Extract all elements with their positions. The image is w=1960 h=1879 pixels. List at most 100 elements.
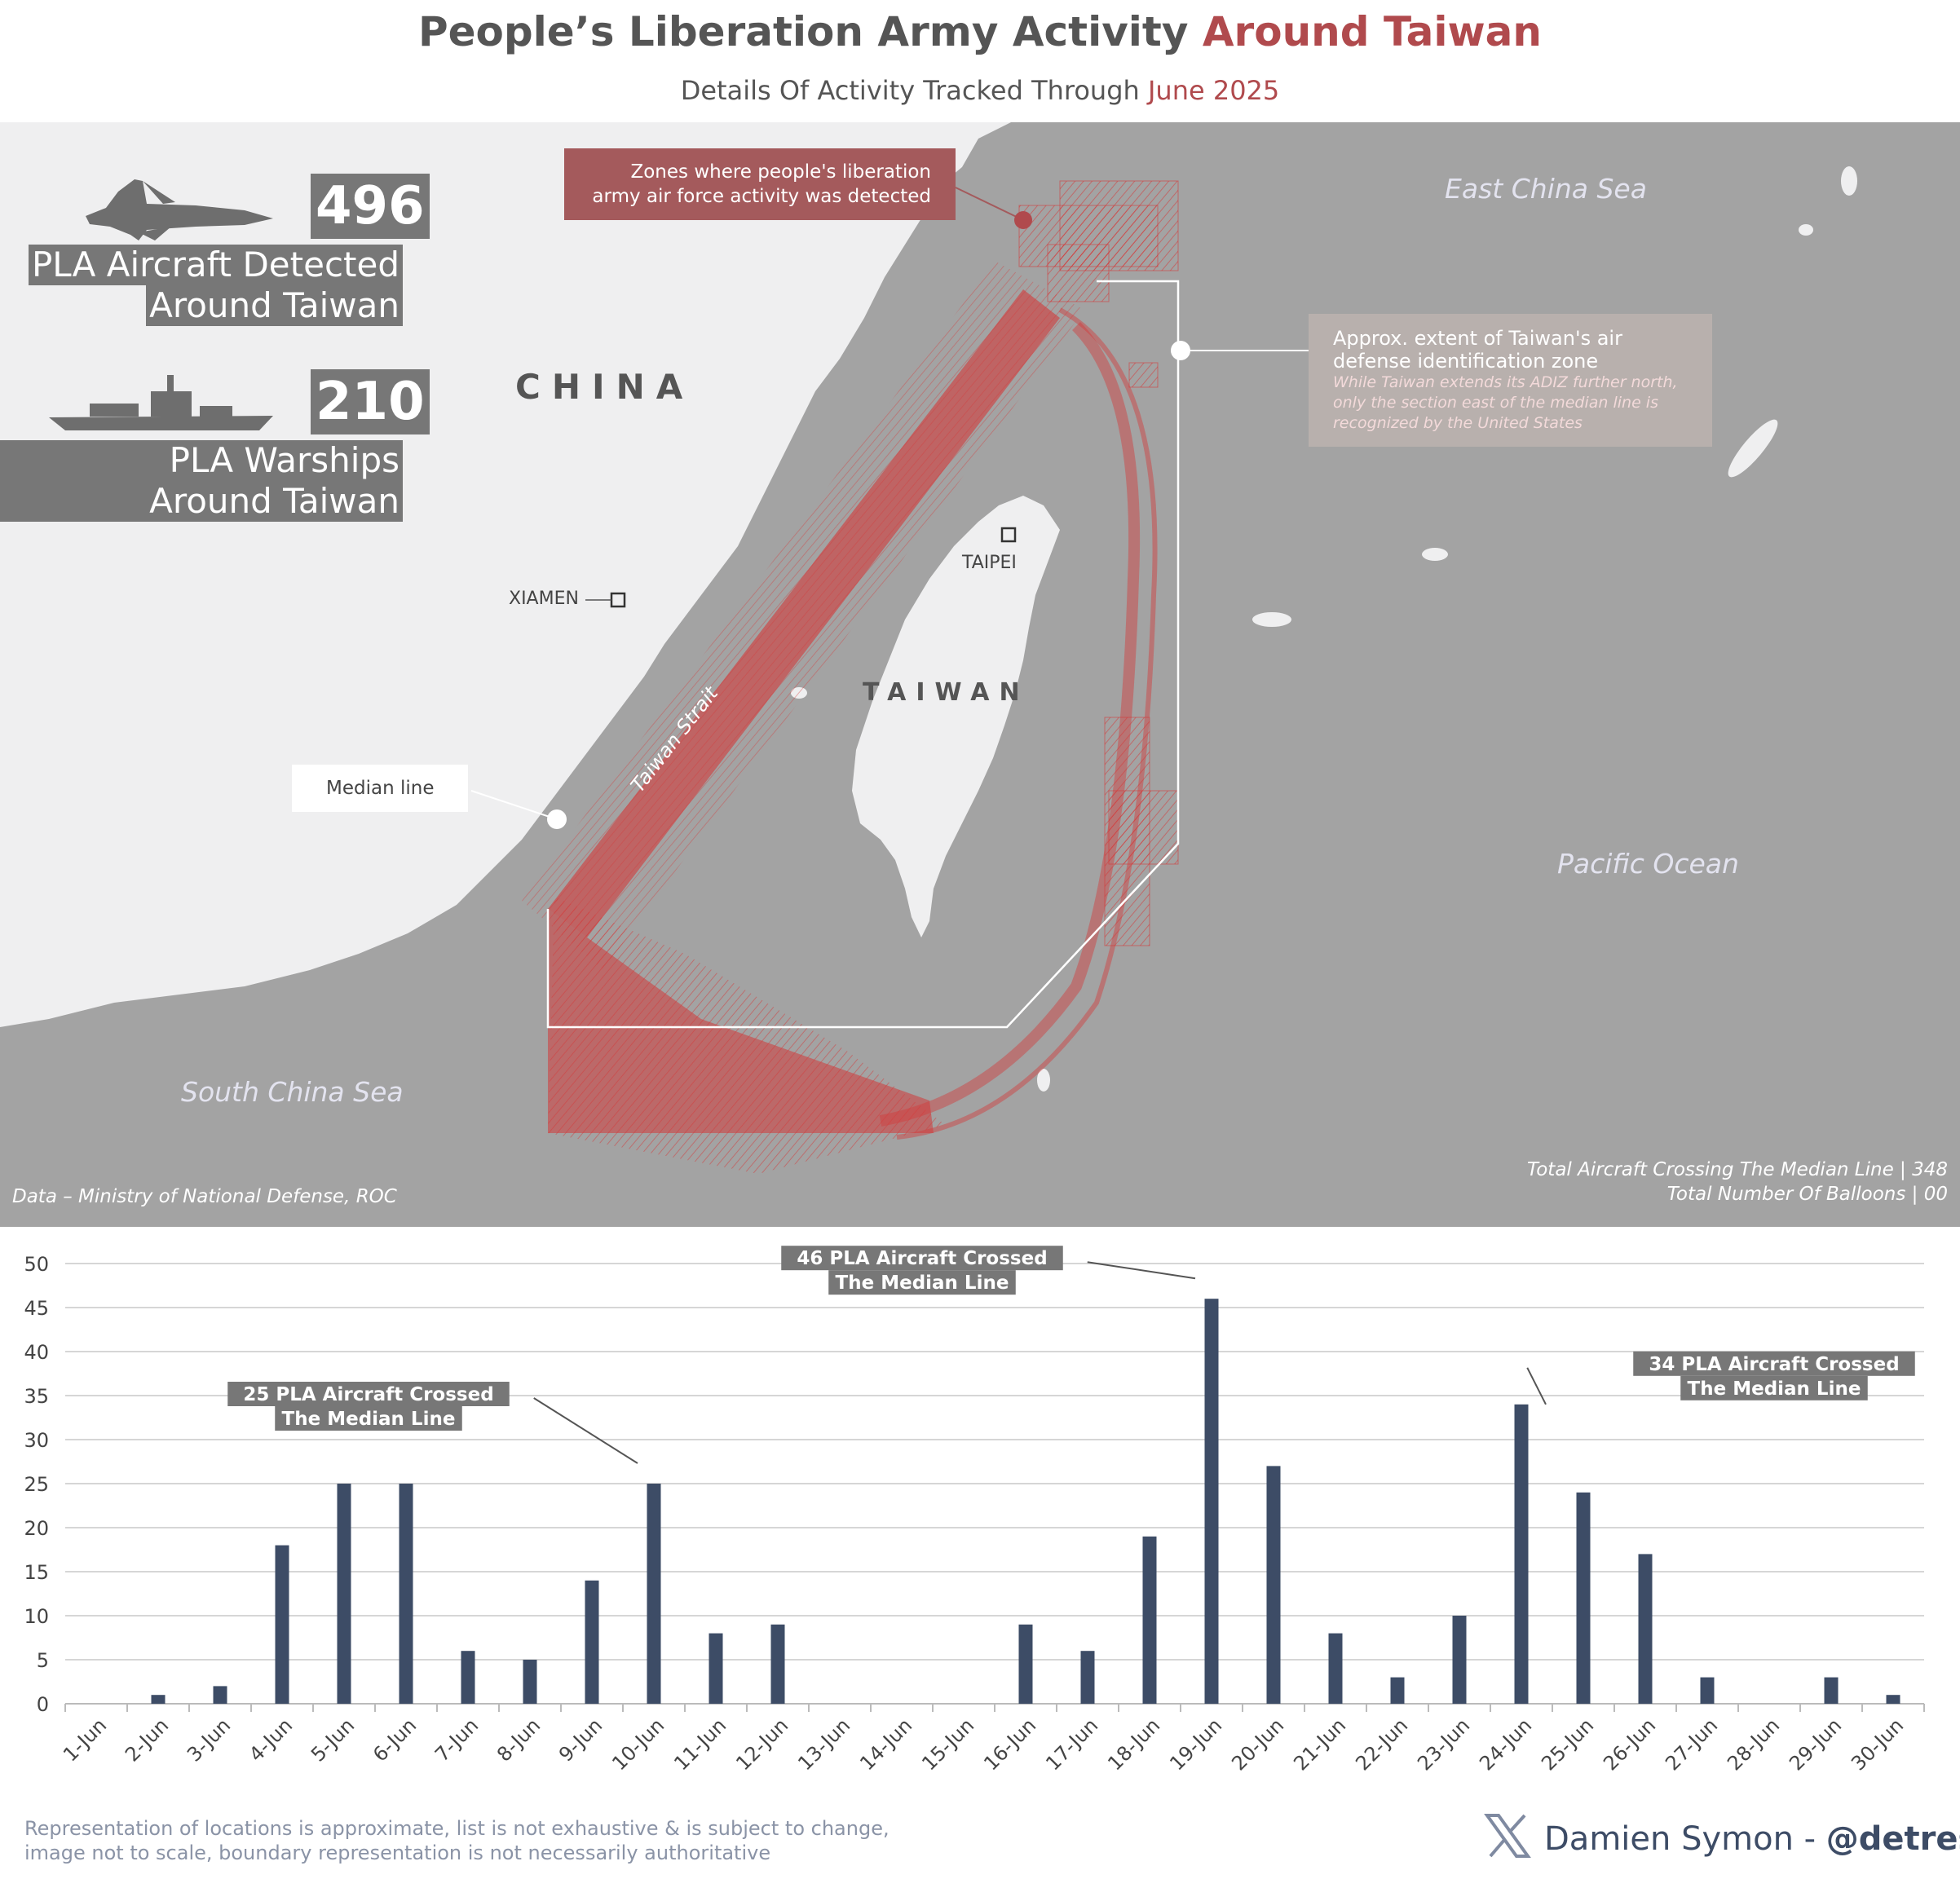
total-balloons: Total Number Of Balloons | 00 <box>1666 1184 1948 1205</box>
annotation-leader <box>1526 1367 1547 1405</box>
x-tick-label: 4-Jun <box>245 1714 297 1766</box>
annotation-box <box>828 1270 1016 1295</box>
disclaimer-line1: Representation of locations is approxima… <box>24 1817 890 1840</box>
china-label: CHINA <box>515 367 695 407</box>
taiwan-label: TAIWAN <box>863 678 1030 707</box>
annotation-text: 25 PLA Aircraft Crossed <box>243 1384 493 1405</box>
warship-icon <box>49 375 273 430</box>
y-tick-label: 20 <box>24 1517 49 1540</box>
bar <box>1576 1492 1591 1704</box>
bar <box>337 1484 351 1704</box>
map-totals: Total Aircraft Crossing The Median Line … <box>1527 1158 1948 1206</box>
annotation-box <box>781 1246 1063 1271</box>
pacific-ocean-label: Pacific Ocean <box>1557 848 1739 880</box>
x-tick-label: 18-Jun <box>1103 1714 1164 1775</box>
y-tick-label: 25 <box>24 1473 49 1496</box>
median-line-marker <box>547 809 567 829</box>
small-island <box>1841 166 1857 196</box>
y-tick-label: 50 <box>24 1253 49 1276</box>
warship-label-line2: Around Taiwan <box>146 481 403 522</box>
page-title: People’s Liberation Army Activity Around… <box>0 8 1960 55</box>
bar <box>1824 1677 1839 1704</box>
y-tick-label: 35 <box>24 1385 49 1408</box>
header: People’s Liberation Army Activity Around… <box>0 0 1960 122</box>
x-tick-label: 23-Jun <box>1413 1714 1474 1775</box>
brand-handle: @detresfa_ <box>1825 1820 1960 1858</box>
brand: Damien Symon - @detresfa_ <box>1484 1814 1960 1858</box>
x-tick-label: 16-Jun <box>979 1714 1040 1775</box>
annotation-text: The Median Line <box>1688 1378 1861 1400</box>
x-tick-label: 17-Jun <box>1041 1714 1102 1775</box>
x-tick-label: 19-Jun <box>1165 1714 1226 1775</box>
x-tick-label: 12-Jun <box>731 1714 792 1775</box>
y-tick-label: 10 <box>24 1605 49 1628</box>
xiamen-label: XIAMEN <box>509 589 579 609</box>
subtitle-accent: June 2025 <box>1147 75 1280 106</box>
x-tick-label: 14-Jun <box>855 1714 916 1775</box>
x-tick-label: 9-Jun <box>554 1714 607 1766</box>
activity-zone-southwest-halo <box>548 897 946 1174</box>
bar <box>1266 1466 1281 1704</box>
bar <box>1204 1299 1219 1704</box>
page-subtitle: Details Of Activity Tracked Through June… <box>0 75 1960 106</box>
zones-callout-line1: Zones where people's liberation <box>630 161 931 183</box>
adiz-note-line2: only the section east of the median line… <box>1333 394 1658 412</box>
bar <box>1018 1624 1033 1704</box>
east-china-sea-label: East China Sea <box>1445 173 1647 205</box>
bar <box>213 1686 227 1704</box>
title-accent: Around Taiwan <box>1202 8 1543 55</box>
bar <box>585 1580 599 1704</box>
chart-svg: 0 5 10 15 20 25 30 35 40 45 50 1-Jun 2-Jun 3-Jun 4-Jun… <box>24 1246 1925 1775</box>
adiz-note-line1: While Taiwan extends its ADIZ further no… <box>1333 373 1678 391</box>
annotation-box <box>1633 1351 1915 1376</box>
bar <box>399 1484 413 1704</box>
small-island <box>1799 224 1813 236</box>
x-tick-label: 27-Jun <box>1661 1714 1722 1775</box>
x-tick-label: 7-Jun <box>430 1714 483 1766</box>
bar <box>151 1695 166 1704</box>
zones-callout-line2: army air force activity was detected <box>592 186 931 207</box>
ryukyu-island <box>1728 419 1778 478</box>
fighter-jet-icon <box>86 179 273 240</box>
x-tick-label: 6-Jun <box>369 1714 421 1766</box>
annotation-box <box>1680 1375 1868 1400</box>
adiz-marker <box>1171 341 1190 360</box>
median-crossings-chart: 0 5 10 15 20 25 30 35 40 45 50 1-Jun 2-Jun 3-Jun 4-Jun… <box>0 1227 1960 1879</box>
x-tick-label: 15-Jun <box>917 1714 978 1775</box>
bar <box>1328 1633 1343 1704</box>
map-graphic <box>0 122 1857 1174</box>
x-tick-label: 20-Jun <box>1227 1714 1288 1775</box>
annotation-box <box>227 1382 510 1406</box>
bar <box>1700 1677 1715 1704</box>
disclaimer-line2: image not to scale, boundary representat… <box>24 1842 771 1864</box>
x-tick-label: 5-Jun <box>307 1714 359 1766</box>
taipei-marker <box>1000 527 1017 543</box>
bar <box>709 1633 723 1704</box>
bar <box>770 1624 785 1704</box>
miyako-island <box>1252 612 1291 627</box>
disclaimer: Representation of locations is approxima… <box>24 1816 1003 1865</box>
warship-count: 210 <box>311 369 430 434</box>
title-main: People’s Liberation Army Activity <box>417 8 1189 55</box>
annotation-text: 46 PLA Aircraft Crossed <box>797 1248 1047 1269</box>
brand-name: Damien Symon - <box>1544 1820 1817 1858</box>
activity-zone-east-2 <box>1108 790 1179 865</box>
bar <box>1142 1536 1157 1704</box>
data-source: Data – Ministry of National Defense, ROC <box>12 1186 397 1207</box>
x-logo-icon <box>1484 1814 1531 1858</box>
adiz-note-line3: recognized by the United States <box>1333 414 1583 432</box>
x-tick-label: 1-Jun <box>59 1714 111 1766</box>
x-tick-label: 25-Jun <box>1537 1714 1598 1775</box>
bar <box>1080 1651 1095 1704</box>
taipei-label: TAIPEI <box>962 553 1017 573</box>
aircraft-label-line1: PLA Aircraft Detected <box>28 245 403 285</box>
zones-marker <box>1014 211 1032 229</box>
annotation-text: 34 PLA Aircraft Crossed <box>1649 1354 1899 1375</box>
y-tick-label: 5 <box>37 1649 49 1672</box>
bar <box>1390 1677 1405 1704</box>
bar <box>647 1484 661 1704</box>
activity-map: 496 PLA Aircraft Detected Around Taiwan … <box>0 122 1960 1227</box>
x-tick-label: 2-Jun <box>121 1714 173 1766</box>
china-landmass <box>0 122 1011 1027</box>
x-tick-label: 28-Jun <box>1723 1714 1784 1775</box>
